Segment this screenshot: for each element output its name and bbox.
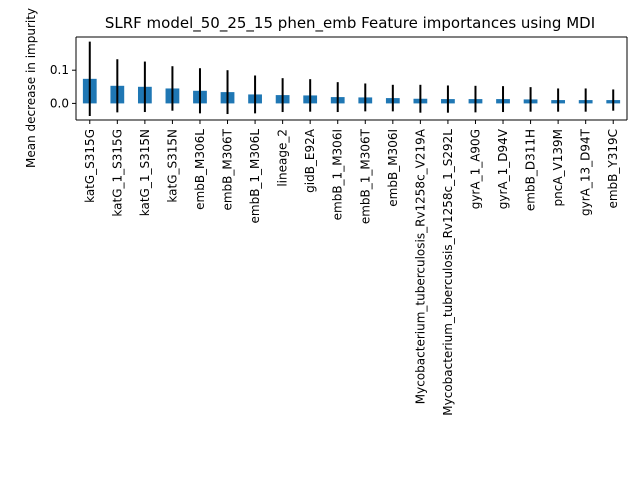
- x-tick-label: embB_Y319C: [606, 129, 620, 209]
- y-axis-label: Mean decrease in impurity: [24, 8, 38, 168]
- chart-title: SLRF model_50_25_15 phen_emb Feature imp…: [105, 14, 595, 33]
- x-tick-label: gidB_E92A: [303, 128, 317, 193]
- x-tick-label: embB_1_M306I: [331, 129, 345, 220]
- y-tick-label: 0.0: [50, 96, 69, 110]
- x-tick-label: katG_S315G: [83, 129, 97, 203]
- x-tick-label: gyrA_13_D94T: [579, 128, 593, 216]
- x-tick-label: gyrA_1_D94V: [496, 128, 510, 209]
- x-tick-label: embB_M306I: [386, 129, 400, 207]
- x-tick-label: katG_1_S315N: [138, 129, 152, 216]
- plot-area: [75, 36, 628, 121]
- x-tick-label: embB_1_M306T: [358, 128, 372, 224]
- x-tick-label: lineage_2: [276, 129, 290, 187]
- x-tick-label: pncA_V139M: [551, 129, 565, 207]
- x-axis: katG_S315G katG_1_S315G katG_1_S315N katG_S…: [83, 120, 620, 416]
- x-tick-label: embB_D311H: [524, 129, 538, 211]
- y-axis: 0.0 0.1: [50, 63, 76, 110]
- errorbars-layer: [88, 41, 615, 117]
- x-tick-label: embB_M306L: [193, 129, 207, 210]
- x-tick-label: gyrA_1_A90G: [468, 129, 482, 209]
- x-tick-label: Mycobacterium_tuberculosis_Rv1258c_1_S29…: [441, 129, 455, 416]
- x-tick-label: katG_1_S315G: [110, 129, 124, 217]
- x-tick-label: embB_M306T: [221, 128, 235, 210]
- y-tick-label: 0.1: [50, 63, 69, 77]
- x-tick-label: Mycobacterium_tuberculosis_Rv1258c_V219A: [413, 128, 427, 404]
- x-tick-label: embB_1_M306L: [248, 129, 262, 224]
- x-tick-label: katG_S315N: [165, 129, 179, 203]
